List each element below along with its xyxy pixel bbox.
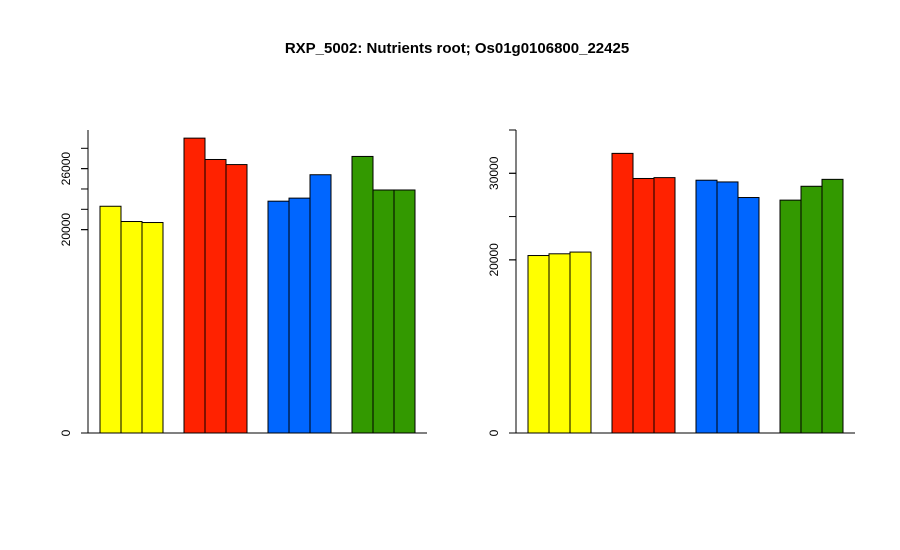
bar-P24h-1 (695, 179, 718, 434)
y-tick-label: 20000 (487, 243, 501, 277)
bar-Control24h-3 (569, 251, 592, 434)
bar-N6h-3 (225, 164, 248, 434)
bar-Control6h-2 (120, 221, 143, 434)
bar-Control24h-1 (527, 255, 550, 434)
y-tick-label: 30000 (487, 156, 501, 190)
bar-Control6h-3 (141, 222, 164, 434)
bar-Control6h-1 (99, 205, 122, 434)
bar-K24h-1 (779, 199, 802, 434)
bar-K6h-1 (351, 155, 374, 434)
y-tick-label: 0 (487, 429, 501, 436)
bar-K24h-2 (800, 185, 823, 434)
bar-K24h-3 (821, 178, 844, 434)
bar-N6h-2 (204, 158, 227, 434)
bar-P24h-2 (716, 181, 739, 434)
bar-K6h-2 (372, 189, 395, 434)
bar-P6h-1 (267, 200, 290, 434)
panel-24h: 0 20000 30000 (487, 129, 855, 436)
bar-N6h-1 (183, 137, 206, 434)
main-title: RXP_5002: Nutrients root; Os01g0106800_2… (285, 40, 629, 57)
y-tick-label: 20000 (59, 213, 73, 247)
panel-6h: 0 20000 26000 (59, 130, 427, 436)
bar-N24h-3 (653, 177, 676, 434)
bar-N24h-2 (632, 177, 655, 434)
bar-P6h-3 (309, 174, 332, 434)
bar-K6h-3 (393, 189, 416, 434)
bar-P24h-3 (737, 197, 760, 434)
bar-N24h-1 (611, 152, 634, 434)
bar-P6h-2 (288, 197, 311, 434)
y-tick-label: 0 (59, 429, 73, 436)
bar-Control24h-2 (548, 253, 571, 434)
y-tick-label: 26000 (59, 152, 73, 186)
